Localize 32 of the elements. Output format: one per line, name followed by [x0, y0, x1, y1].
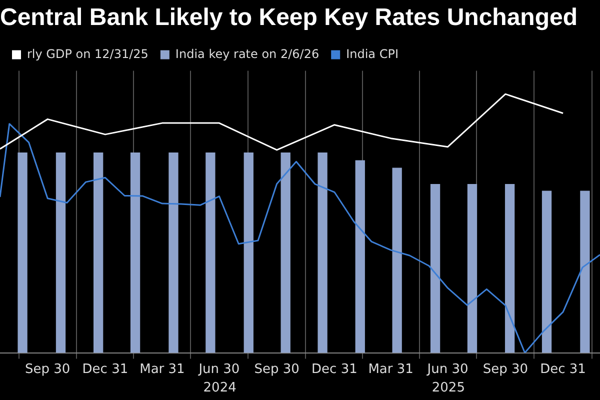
x-tick-label: Dec 31: [312, 362, 358, 377]
chart-title: Central Bank Likely to Keep Key Rates Unchanged: [0, 4, 578, 32]
bar: [206, 152, 216, 353]
x-tick-label: Dec 31: [82, 362, 128, 377]
legend-label: India key rate on 2/6/26: [175, 46, 320, 61]
bar: [168, 152, 178, 353]
bar: [430, 184, 440, 353]
bar: [130, 152, 140, 353]
bar: [392, 168, 402, 353]
bar: [580, 190, 590, 353]
bar: [504, 184, 515, 353]
x-tick-label: Jun 30: [426, 362, 468, 377]
bar: [18, 152, 28, 353]
bar: [244, 152, 254, 353]
x-tick-label: Jun 30: [198, 362, 240, 377]
x-tick-label: Sep 30: [25, 362, 70, 377]
x-tick-label: Sep 30: [482, 362, 528, 377]
x-tick-label: Dec 31: [540, 362, 586, 377]
bar: [467, 184, 478, 353]
bar: [280, 152, 290, 353]
bar: [56, 152, 66, 353]
x2-tick-label: 2025: [432, 380, 465, 396]
x-tick-label: Mar 31: [140, 362, 185, 377]
bar: [318, 152, 328, 353]
x-tick-label: Sep 30: [254, 362, 300, 377]
legend-label: India CPI: [346, 46, 399, 61]
bar: [94, 152, 104, 353]
bar: [542, 190, 552, 353]
x-tick-label: Mar 31: [368, 362, 414, 377]
legend-label: rly GDP on 12/31/25: [27, 46, 148, 61]
x2-tick-label: 2024: [203, 380, 236, 396]
bar: [355, 160, 365, 353]
